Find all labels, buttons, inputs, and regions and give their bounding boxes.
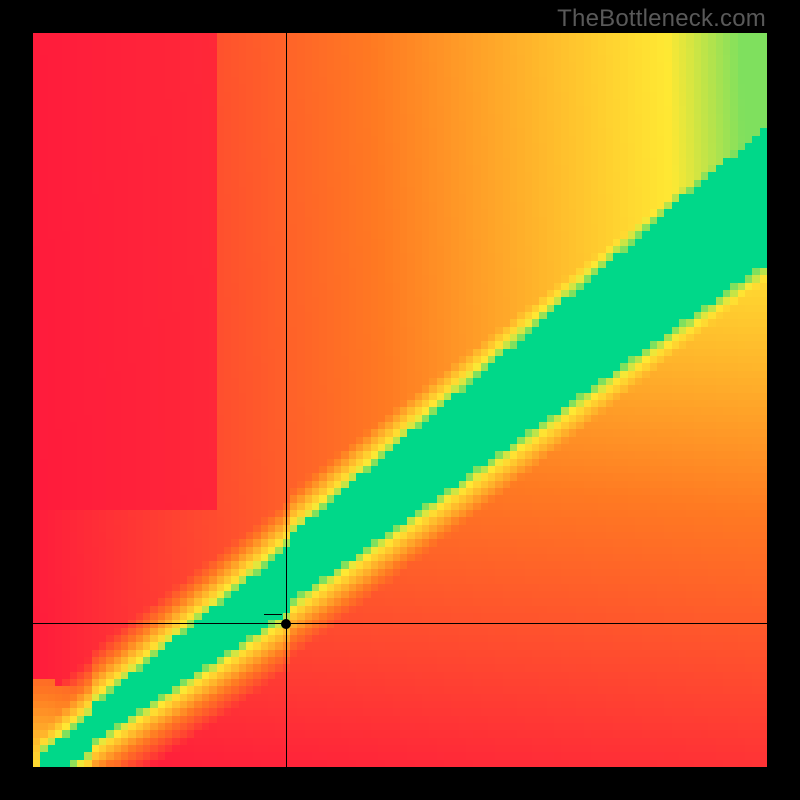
- heatmap-canvas: [33, 33, 767, 767]
- crosshair-horizontal: [33, 623, 767, 624]
- crosshair-tick: [264, 614, 282, 615]
- crosshair-vertical: [286, 33, 287, 767]
- bottleneck-heatmap: [33, 33, 767, 767]
- watermark-label: TheBottleneck.com: [557, 5, 766, 33]
